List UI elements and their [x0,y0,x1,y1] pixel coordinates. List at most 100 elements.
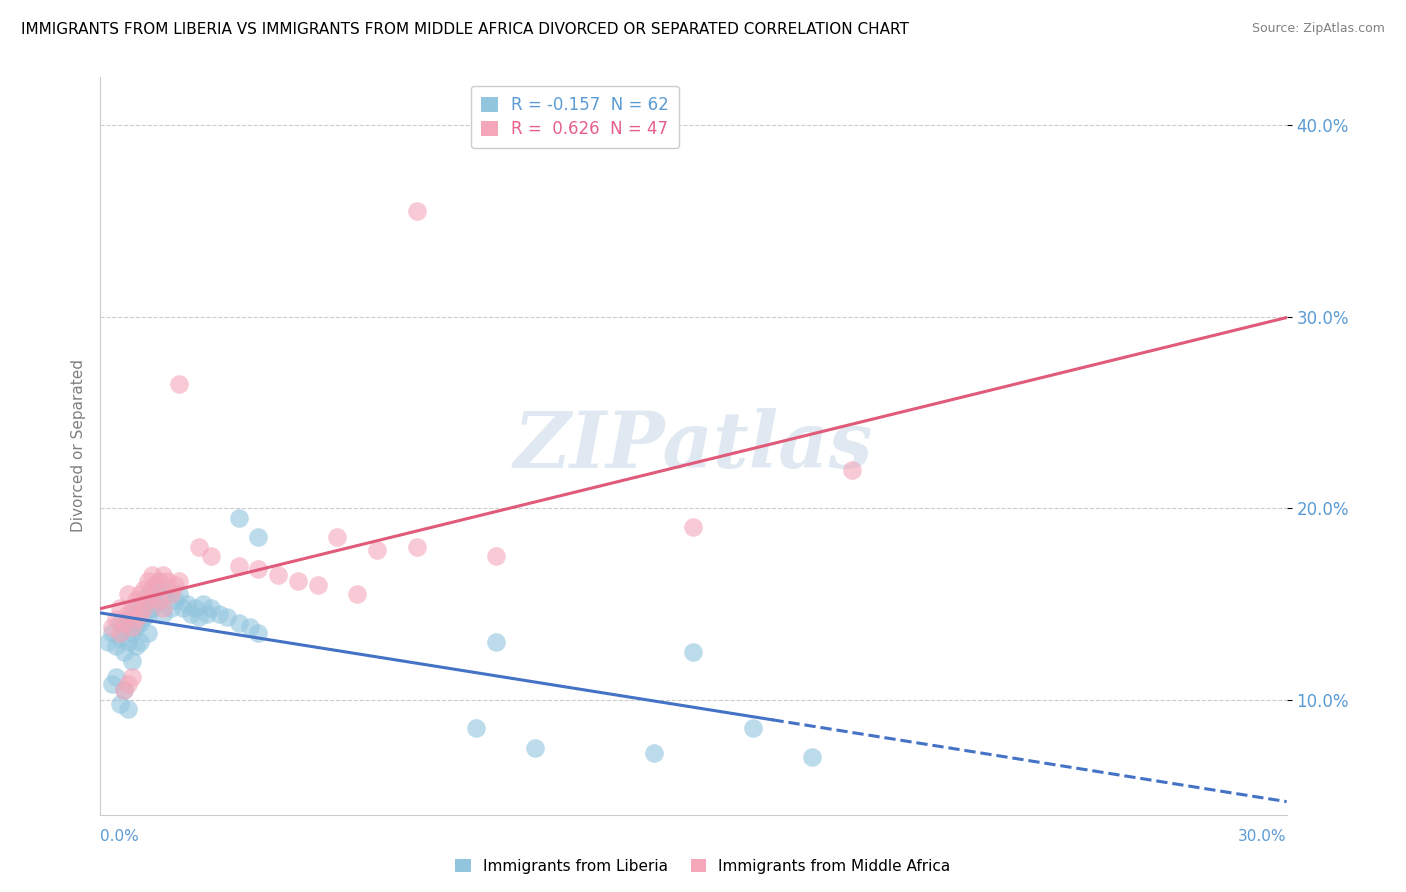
Point [108,632,131,646]
Point [239,620,262,634]
Text: Source: ZipAtlas.com: Source: ZipAtlas.com [1251,22,1385,36]
Text: 0.0%: 0.0% [100,830,139,845]
Point [167,587,190,601]
Point [405,540,427,554]
Point [156,574,179,588]
Point [152,600,174,615]
Point [128,616,150,631]
Point [112,620,135,634]
Point [117,607,139,621]
Point [346,587,368,601]
Point [160,587,183,601]
Point [188,610,211,624]
Point [682,520,704,534]
Legend: R = -0.157  N = 62, R =  0.626  N = 47: R = -0.157 N = 62, R = 0.626 N = 47 [471,86,679,148]
Point [125,612,148,626]
Point [307,578,329,592]
Point [136,587,159,601]
Point [228,616,250,631]
Point [741,722,763,736]
Point [101,677,124,691]
Point [132,610,155,624]
Point [121,600,143,615]
Point [108,600,131,615]
Point [172,600,194,615]
Point [132,582,155,596]
Point [228,510,250,524]
Point [326,530,349,544]
Point [117,635,139,649]
Point [485,635,508,649]
Point [148,593,170,607]
Point [152,568,174,582]
Point [104,612,127,626]
Point [141,587,163,601]
Point [121,654,143,668]
Point [148,574,170,588]
Point [152,607,174,621]
Point [104,639,127,653]
Point [136,593,159,607]
Point [104,670,127,684]
Point [128,587,150,601]
Point [485,549,508,563]
Point [101,620,124,634]
Point [165,578,187,592]
Point [208,607,231,621]
Point [121,670,143,684]
Point [156,582,179,596]
Point [195,607,218,621]
Point [188,540,211,554]
Point [267,568,290,582]
Point [200,549,222,563]
Point [128,635,150,649]
Point [125,600,148,615]
Text: ZIPatlas: ZIPatlas [513,408,873,484]
Point [215,610,238,624]
Point [141,582,163,596]
Point [121,607,143,621]
Point [132,600,155,615]
Point [145,578,167,592]
Point [117,612,139,626]
Point [167,376,190,391]
Point [132,593,155,607]
Point [841,463,863,477]
Point [136,607,159,621]
Point [366,543,388,558]
Point [464,722,486,736]
Point [125,593,148,607]
Point [112,683,135,698]
Point [643,746,665,760]
Text: IMMIGRANTS FROM LIBERIA VS IMMIGRANTS FROM MIDDLE AFRICA DIVORCED OR SEPARATED C: IMMIGRANTS FROM LIBERIA VS IMMIGRANTS FR… [21,22,908,37]
Point [165,593,187,607]
Point [200,600,222,615]
Point [141,568,163,582]
Point [141,600,163,615]
Point [682,645,704,659]
Legend: Immigrants from Liberia, Immigrants from Middle Africa: Immigrants from Liberia, Immigrants from… [450,853,956,880]
Point [287,574,309,588]
Point [125,639,148,653]
Point [136,574,159,588]
Point [228,558,250,573]
Point [108,697,131,711]
Point [145,578,167,592]
Point [112,683,135,698]
Point [148,593,170,607]
Point [405,204,427,219]
Point [136,625,159,640]
Point [524,740,547,755]
Point [145,597,167,611]
Y-axis label: Divorced or Separated: Divorced or Separated [72,359,86,533]
Point [121,625,143,640]
Point [191,597,214,611]
Point [112,616,135,631]
Point [176,597,198,611]
Point [125,620,148,634]
Point [101,625,124,640]
Point [128,597,150,611]
Point [108,625,131,640]
Point [184,600,207,615]
Point [121,620,143,634]
